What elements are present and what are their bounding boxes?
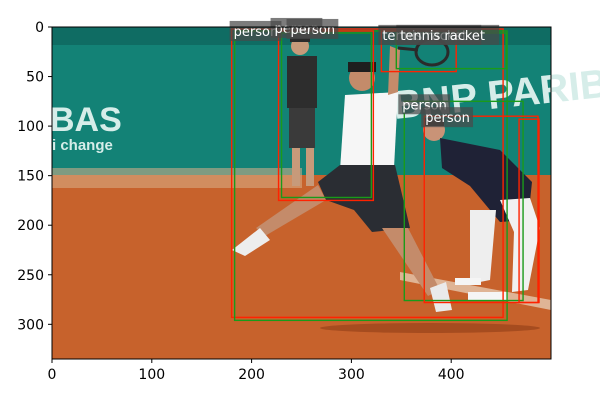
x-tick-label: 0	[48, 367, 57, 383]
box-label: person	[291, 23, 336, 38]
box-label: tennis racket	[400, 29, 485, 44]
photo: BAS i change BNP PARIBAS	[50, 27, 600, 359]
label-background	[421, 107, 474, 128]
y-tick-label: 150	[17, 169, 44, 185]
player-shadow	[320, 323, 540, 333]
bounding-box	[403, 100, 524, 302]
x-tick-label: 300	[338, 367, 365, 383]
label-background	[229, 20, 282, 41]
y-tick-label: 250	[17, 268, 44, 284]
banner-text-left-sub: i change	[52, 137, 113, 154]
label-background	[396, 24, 500, 45]
y-tick-label: 200	[17, 218, 44, 234]
bounding-box	[518, 118, 540, 304]
label-background	[286, 18, 339, 39]
court-shadow	[52, 168, 302, 188]
x-tick-label: 200	[238, 367, 265, 383]
bounding-box	[230, 28, 504, 319]
x-tick-label: 100	[138, 367, 165, 383]
axes-frame	[51, 26, 552, 360]
y-tick-label: 0	[35, 20, 44, 36]
x-tick-label: 400	[438, 367, 465, 383]
line-judge	[423, 118, 540, 300]
box-label: person	[425, 111, 470, 126]
bounding-box	[423, 115, 539, 304]
banner-text-left: BAS	[50, 101, 122, 139]
y-tick-label: 50	[26, 70, 44, 86]
box-label: person	[234, 25, 279, 40]
axes: 0 100 200 300 400 0 50 100 150 200 250 300	[17, 20, 552, 383]
tennis-player	[232, 37, 452, 312]
y-tick-label: 100	[17, 119, 44, 135]
annotation-labels: personpersonpersontennis rackettennis ra…	[229, 17, 500, 128]
y-tick-label: 300	[17, 317, 44, 333]
